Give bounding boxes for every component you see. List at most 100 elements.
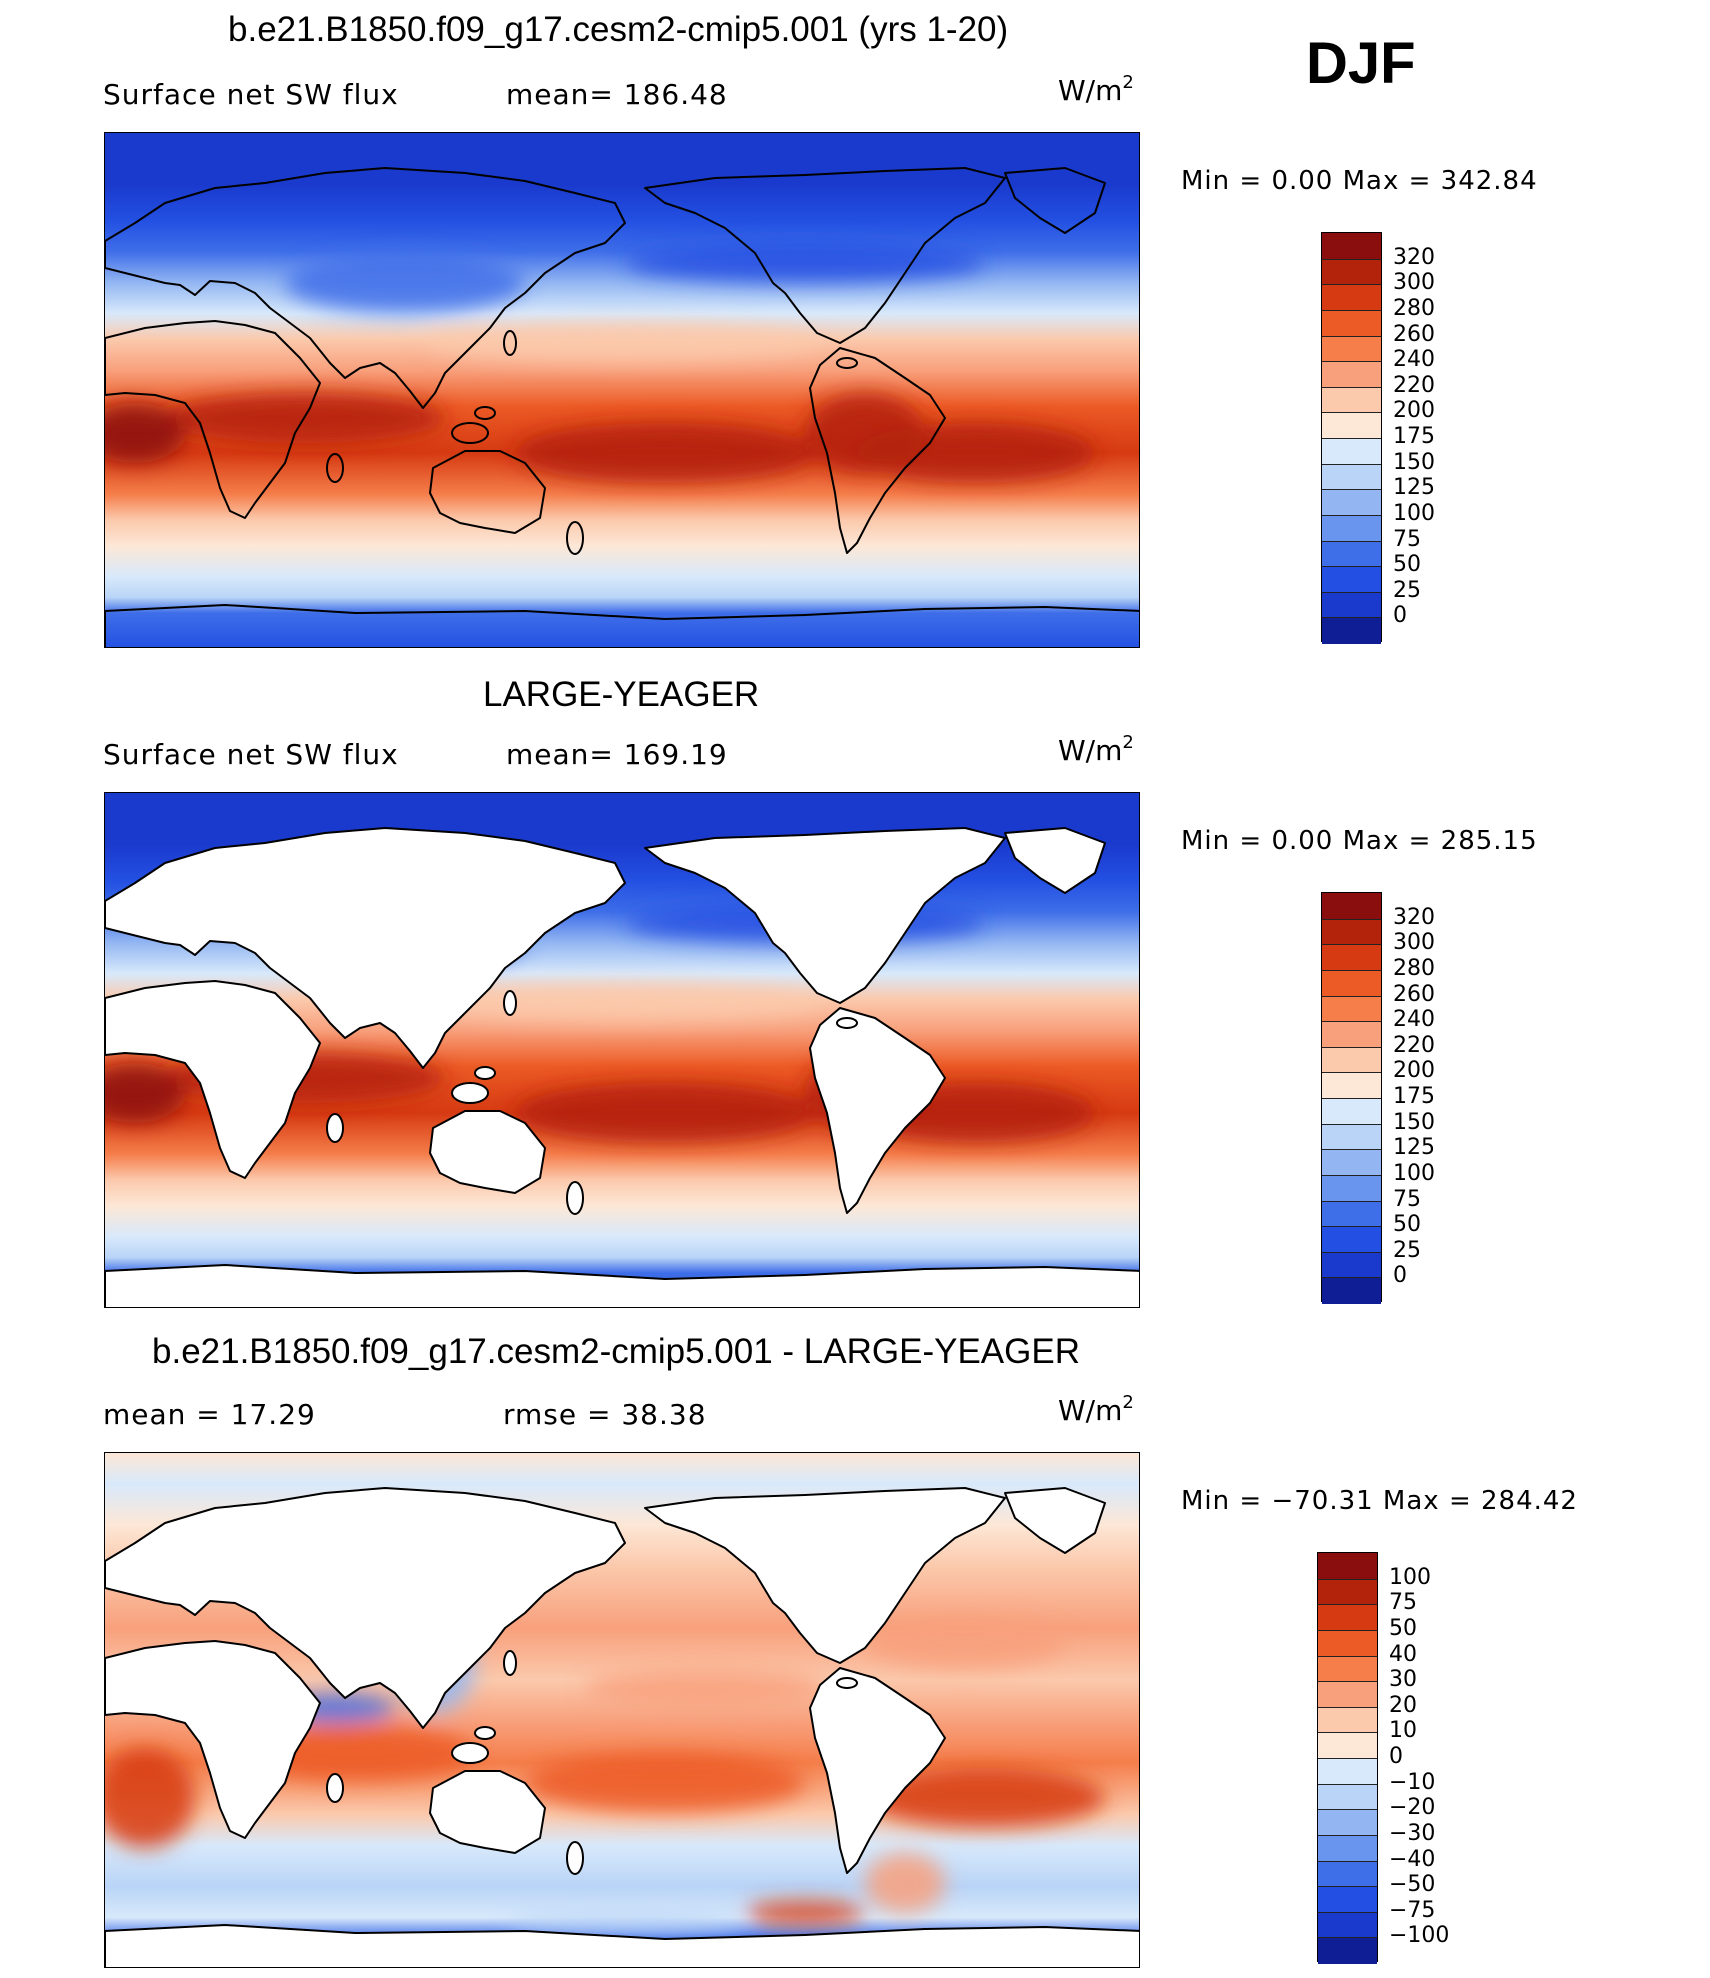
- colorbar-swatch: [1322, 386, 1381, 413]
- colorbar-tick-label: 240: [1393, 347, 1435, 373]
- field-feature: [805, 393, 925, 473]
- panel-2-variable-label: Surface net SW flux: [103, 738, 399, 771]
- coastline-greenland: [1004, 1487, 1106, 1554]
- colorbar-swatch: [1322, 969, 1381, 996]
- colorbar-tick-label: −50: [1389, 1872, 1436, 1898]
- colorbar-tick-label: 220: [1393, 372, 1435, 398]
- colorbar-swatch: [1322, 1123, 1381, 1150]
- colorbar-tick-label: 320: [1393, 904, 1435, 930]
- colorbar-swatch: [1318, 1604, 1377, 1631]
- island-outline: [326, 1773, 344, 1803]
- field-feature: [285, 253, 525, 313]
- island-outline: [566, 1181, 584, 1215]
- coastline-southAm: [809, 1667, 946, 1874]
- field-feature: [865, 1768, 1105, 1828]
- colorbar-swatch: [1322, 1072, 1381, 1099]
- colorbar-swatch: [1318, 1732, 1377, 1759]
- panel-1-min-max: Min = 0.00 Max = 342.84: [1181, 166, 1538, 196]
- field-feature: [105, 1748, 195, 1848]
- panel-1-title: b.e21.B1850.f09_g17.cesm2-cmip5.001 (yrs…: [228, 10, 1009, 49]
- colorbar-swatch: [1318, 1758, 1377, 1785]
- island-outline: [451, 1082, 489, 1104]
- colorbar-tick-label: −10: [1389, 1769, 1436, 1795]
- colorbar-tick-label: 75: [1393, 526, 1421, 552]
- panel-3-mean-label: mean = 17.29: [103, 1398, 316, 1431]
- colorbar-tick-label: 260: [1393, 981, 1435, 1007]
- colorbar-tick-label: 0: [1393, 603, 1407, 629]
- panel-2-min-max: Min = 0.00 Max = 285.15: [1181, 826, 1538, 856]
- colorbar-tick-label: 0: [1393, 1263, 1407, 1289]
- panel-2-title: LARGE-YEAGER: [483, 675, 760, 714]
- island-outline: [836, 1677, 858, 1689]
- field-feature: [515, 423, 815, 483]
- colorbar-tick-label: 40: [1389, 1641, 1417, 1667]
- colorbar-swatch: [1322, 361, 1381, 388]
- panel-3-rmse-label: rmse = 38.38: [503, 1398, 707, 1431]
- colorbar-swatch: [1318, 1578, 1377, 1605]
- field-feature: [745, 1901, 865, 1925]
- colorbar-tick-label: 100: [1393, 1160, 1435, 1186]
- panel-3-title: b.e21.B1850.f09_g17.cesm2-cmip5.001 - LA…: [152, 1332, 1080, 1371]
- colorbar-tick-label: 150: [1393, 1109, 1435, 1135]
- colorbar-swatch: [1322, 1226, 1381, 1253]
- colorbar-tick-label: 50: [1393, 552, 1421, 578]
- field-feature: [585, 1670, 825, 1706]
- colorbar-swatch: [1322, 566, 1381, 593]
- colorbar-tick-label: −30: [1389, 1820, 1436, 1846]
- island-outline: [451, 1742, 489, 1764]
- field-feature: [515, 1083, 815, 1143]
- colorbar-swatch: [1322, 1277, 1381, 1304]
- colorbar-tick-label: 175: [1393, 424, 1435, 449]
- colorbar-tick-label: 220: [1393, 1032, 1435, 1058]
- panel-2-colorbar: [1321, 892, 1382, 1304]
- panel-2-mean-label: mean= 169.19: [506, 738, 728, 771]
- colorbar-swatch: [1318, 1937, 1377, 1964]
- colorbar-swatch: [1322, 893, 1381, 920]
- map-field: [105, 133, 1139, 647]
- field-feature: [865, 1853, 945, 1913]
- coastline-australia: [429, 1770, 546, 1854]
- colorbar-tick-label: 300: [1393, 930, 1435, 956]
- coastline-antarctica: [105, 1924, 1139, 1967]
- colorbar-swatch: [1318, 1886, 1377, 1913]
- coastline-southAm: [809, 1007, 946, 1214]
- colorbar-swatch: [1318, 1681, 1377, 1708]
- colorbar-swatch: [1322, 514, 1381, 541]
- colorbar-swatch: [1322, 412, 1381, 439]
- coastline-africa: [105, 980, 321, 1179]
- island-outline: [503, 1650, 517, 1676]
- coastline-americas: [644, 167, 1006, 344]
- field-feature: [865, 1618, 1065, 1668]
- colorbar-tick-label: 100: [1393, 500, 1435, 526]
- colorbar-tick-label: −100: [1389, 1923, 1450, 1949]
- field-feature: [425, 325, 825, 361]
- field-feature: [505, 1913, 745, 1933]
- panel-3-units: W/m2: [1058, 1392, 1134, 1427]
- colorbar-swatch: [1322, 1149, 1381, 1176]
- coastline-americas: [644, 827, 1006, 1004]
- colorbar-tick-label: 50: [1389, 1615, 1417, 1641]
- coastline-americas: [644, 1487, 1006, 1664]
- island-outline: [503, 330, 517, 356]
- colorbar-tick-label: 25: [1393, 577, 1421, 603]
- colorbar-tick-label: 0: [1389, 1744, 1403, 1769]
- coastline-asiaEurope: [105, 827, 626, 1069]
- colorbar-swatch: [1322, 489, 1381, 516]
- panel-1-colorbar: [1321, 232, 1382, 644]
- colorbar-swatch: [1318, 1911, 1377, 1938]
- colorbar-swatch: [1322, 918, 1381, 945]
- island-outline: [474, 406, 496, 420]
- panel-3-colorbar: [1317, 1552, 1378, 1964]
- colorbar-tick-label: 260: [1393, 321, 1435, 347]
- panel-1-variable-label: Surface net SW flux: [103, 78, 399, 111]
- field-feature: [105, 1063, 185, 1123]
- colorbar-swatch: [1318, 1553, 1377, 1580]
- field-feature: [425, 985, 825, 1021]
- coastline-antarctica: [105, 604, 1139, 647]
- island-outline: [326, 453, 344, 483]
- colorbar-swatch: [1322, 1021, 1381, 1048]
- colorbar-swatch: [1318, 1860, 1377, 1887]
- colorbar-tick-label: 280: [1393, 955, 1435, 981]
- field-feature: [105, 403, 185, 463]
- island-outline: [836, 357, 858, 369]
